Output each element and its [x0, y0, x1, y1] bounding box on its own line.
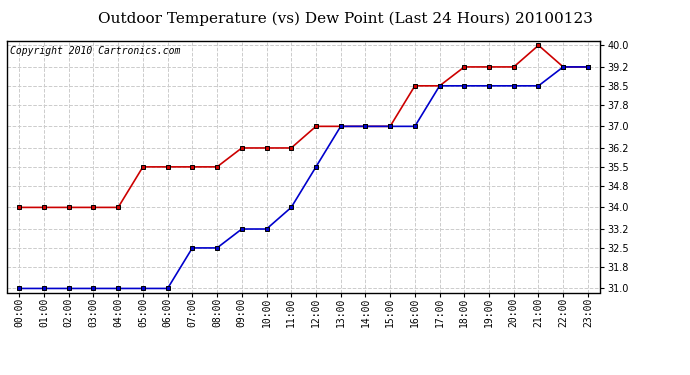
Text: Outdoor Temperature (vs) Dew Point (Last 24 Hours) 20100123: Outdoor Temperature (vs) Dew Point (Last…: [97, 11, 593, 26]
Text: Copyright 2010 Cartronics.com: Copyright 2010 Cartronics.com: [10, 46, 180, 56]
